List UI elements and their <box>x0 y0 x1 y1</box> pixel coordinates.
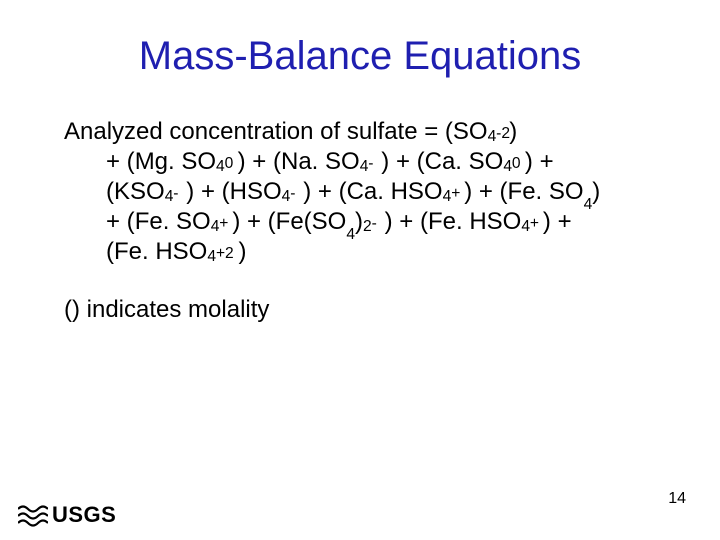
equation-lhs: Analyzed concentration of sulfate = <box>64 118 445 145</box>
page-number: 14 <box>668 490 686 508</box>
equation-line-1: Analyzed concentration of sulfate = (SO4… <box>64 117 656 147</box>
molality-note: () indicates molality <box>64 295 656 325</box>
slide-body: Analyzed concentration of sulfate = (SO4… <box>0 107 720 325</box>
usgs-logo-text: USGS <box>52 502 116 528</box>
equation-line-5: (Fe. HSO4+2) <box>64 237 656 267</box>
mass-balance-equation: Analyzed concentration of sulfate = (SO4… <box>64 117 656 267</box>
equation-line-3: (KSO4-) + (HSO4-) + (Ca. HSO4+) + (Fe. S… <box>64 177 656 207</box>
slide-footer: USGS 14 <box>0 488 720 528</box>
equation-line-4: + (Fe. SO4+) + (Fe(SO4)2-) + (Fe. HSO4+)… <box>64 207 656 237</box>
slide: Mass-Balance Equations Analyzed concentr… <box>0 0 720 540</box>
slide-title: Mass-Balance Equations <box>0 0 720 107</box>
usgs-waves-icon <box>18 503 48 527</box>
usgs-logo: USGS <box>18 502 116 528</box>
equation-line-2: + (Mg. SO40) + (Na. SO4-) + (Ca. SO40) + <box>64 147 656 177</box>
